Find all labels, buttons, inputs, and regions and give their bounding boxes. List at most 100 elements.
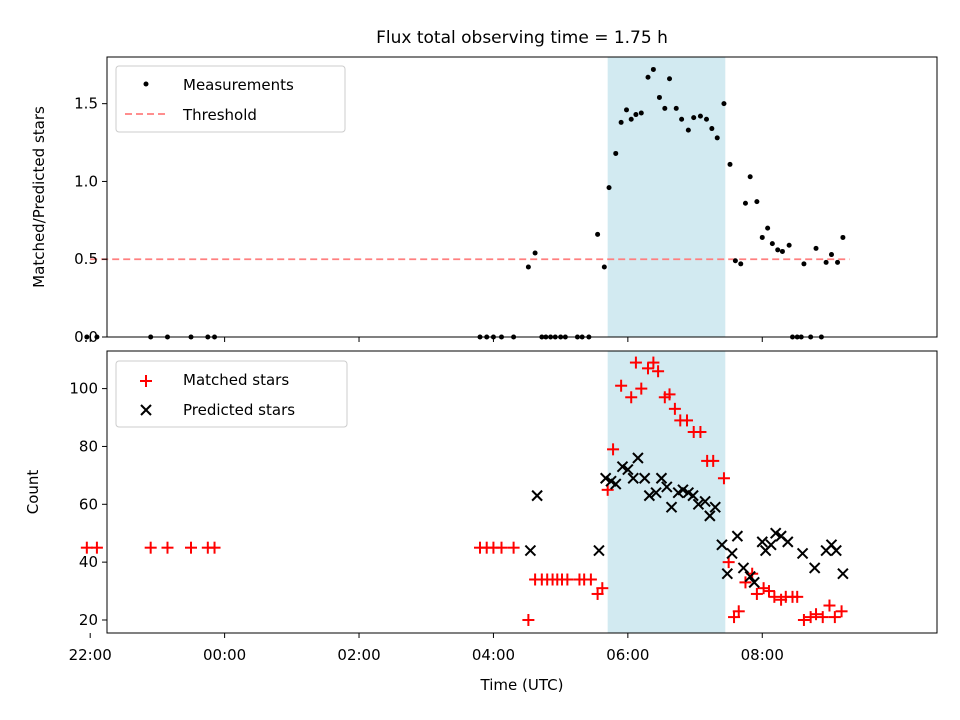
predicted-star-point bbox=[622, 463, 634, 476]
measurement-point bbox=[835, 259, 841, 265]
measurement-point bbox=[662, 105, 668, 111]
top-y-tick-label: 0.5 bbox=[74, 250, 98, 268]
measurement-point bbox=[828, 252, 834, 258]
measurement-point bbox=[765, 225, 771, 231]
bottom-y-tick-label: 40 bbox=[79, 553, 98, 571]
predicted-star-point bbox=[692, 498, 705, 510]
measurement-point bbox=[595, 231, 601, 237]
matched-star-point bbox=[797, 613, 810, 626]
matched-star-point bbox=[768, 590, 781, 603]
measurement-point bbox=[813, 245, 819, 251]
predicted-star-point bbox=[721, 568, 734, 580]
matched-star-point bbox=[90, 541, 103, 554]
predicted-star-point bbox=[796, 547, 809, 560]
predicted-star-point bbox=[627, 472, 639, 484]
measurement-point bbox=[840, 234, 846, 240]
matched-star-point bbox=[739, 576, 752, 589]
matched-star-point bbox=[835, 605, 848, 618]
predicted-star-point bbox=[699, 495, 711, 508]
matched-star-point bbox=[652, 365, 665, 378]
bottom-y-tick-label: 80 bbox=[79, 437, 98, 455]
matched-star-point bbox=[584, 573, 597, 586]
x-axis-label: Time (UTC) bbox=[480, 676, 564, 694]
matched-star-point bbox=[791, 590, 804, 603]
matched-star-point bbox=[732, 605, 745, 618]
matched-star-point bbox=[607, 443, 620, 456]
measurement-point bbox=[525, 264, 531, 270]
predicted-star-point bbox=[677, 484, 689, 496]
measurement-point bbox=[732, 258, 738, 264]
matched-star-point bbox=[615, 379, 628, 392]
measurement-point bbox=[633, 112, 639, 118]
measurement-point bbox=[84, 334, 90, 340]
matched-star-point bbox=[625, 391, 638, 404]
predicted-star-point bbox=[731, 530, 744, 542]
bottom-x-tick-label: 06:00 bbox=[606, 646, 649, 664]
matched-star-point bbox=[80, 541, 93, 554]
bottom-y-tick-label: 60 bbox=[79, 495, 98, 513]
measurement-point bbox=[679, 116, 685, 122]
measurement-point bbox=[714, 135, 720, 141]
predicted-star-point bbox=[744, 570, 756, 583]
predicted-star-point bbox=[610, 478, 622, 490]
bottom-x-tick-label: 22:00 bbox=[69, 646, 112, 664]
matched-star-point bbox=[561, 573, 574, 586]
legend-predicted-marker bbox=[140, 404, 152, 416]
top-y-ticks: 0.0 0.5 1.0 1.5 bbox=[74, 95, 107, 346]
measurement-point bbox=[673, 105, 679, 111]
bottom-y-tick-label: 100 bbox=[69, 380, 98, 398]
top-legend-box bbox=[115, 65, 346, 133]
measurement-point bbox=[747, 174, 753, 180]
bottom-y-ticks: 20 40 60 80 100 bbox=[69, 380, 107, 629]
legend-threshold-label: Threshold bbox=[182, 106, 257, 124]
measurement-point bbox=[738, 261, 744, 267]
matched-star-point bbox=[680, 414, 693, 427]
bottom-shaded-span bbox=[607, 351, 726, 633]
bottom-y-axis-label: Count bbox=[24, 470, 42, 515]
top-y-axis-label: Matched/Predicted stars bbox=[30, 106, 48, 288]
matched-star-point bbox=[762, 585, 775, 598]
measurement-point bbox=[697, 113, 703, 119]
bottom-legend-box bbox=[115, 360, 348, 428]
measurement-point bbox=[601, 264, 607, 270]
matched-star-point bbox=[828, 611, 841, 624]
measurement-point bbox=[645, 74, 651, 80]
measurement-point bbox=[709, 126, 715, 132]
predicted-star-point bbox=[709, 501, 721, 513]
predicted-star-point bbox=[531, 489, 543, 502]
predicted-star-point bbox=[638, 472, 651, 484]
legend-measurement-marker bbox=[143, 81, 149, 87]
predicted-star-point bbox=[716, 539, 728, 551]
measurement-point bbox=[618, 119, 624, 125]
matched-star-point bbox=[629, 356, 642, 369]
bottom-y-tick-label: 20 bbox=[79, 611, 98, 629]
bottom-axes-frame bbox=[106, 350, 938, 634]
predicted-star-point bbox=[655, 472, 668, 484]
measurement-point bbox=[759, 234, 765, 240]
matched-star-point bbox=[810, 608, 823, 621]
predicted-star-point bbox=[643, 489, 656, 502]
measurement-point bbox=[667, 76, 673, 82]
matched-star-point bbox=[823, 599, 836, 612]
measurement-point bbox=[754, 199, 760, 205]
measurement-point bbox=[606, 185, 612, 191]
top-shaded-span bbox=[607, 57, 726, 337]
matched-star-point bbox=[816, 611, 829, 624]
predicted-star-point bbox=[593, 544, 605, 557]
measurement-point bbox=[532, 250, 538, 256]
predicted-star-point bbox=[661, 481, 673, 493]
measurement-point bbox=[769, 241, 775, 247]
predicted-star-point bbox=[830, 544, 842, 557]
predicted-star-point bbox=[616, 460, 629, 473]
matched-star-point bbox=[507, 541, 520, 554]
predicted-star-points bbox=[524, 452, 849, 589]
predicted-star-point bbox=[524, 544, 537, 557]
predicted-star-point bbox=[726, 547, 738, 560]
matched-star-point bbox=[642, 362, 655, 375]
measurement-point bbox=[727, 161, 733, 167]
matched-star-point bbox=[522, 613, 535, 626]
measurement-point bbox=[721, 101, 727, 107]
predicted-star-point bbox=[837, 568, 849, 580]
legend-matched-marker bbox=[140, 375, 152, 387]
